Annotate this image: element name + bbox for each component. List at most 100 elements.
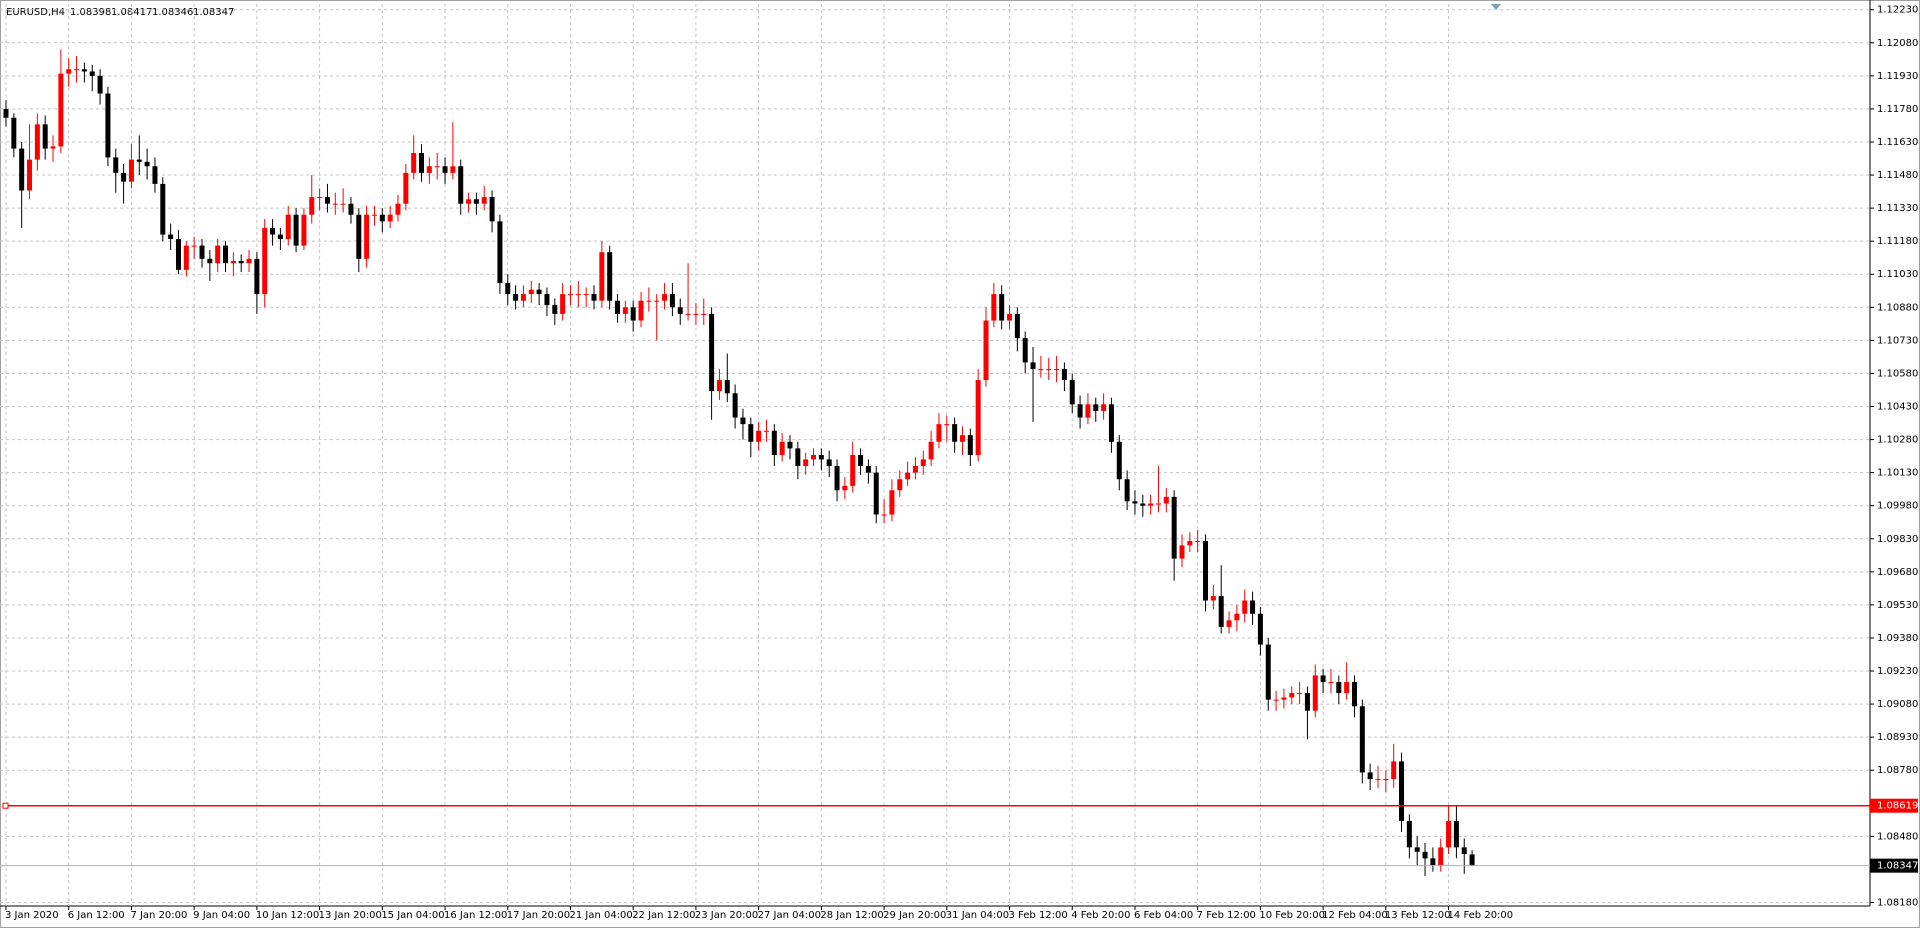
candle-body xyxy=(1297,693,1303,695)
candle-body xyxy=(654,300,660,302)
candle-body xyxy=(1140,503,1146,506)
candle-body xyxy=(1320,675,1326,683)
candle-body xyxy=(223,245,229,264)
x-tick-label: 16 Jan 12:00 xyxy=(444,910,507,921)
candle-body xyxy=(42,124,48,149)
x-tick-label: 12 Feb 04:00 xyxy=(1322,910,1388,921)
y-tick-label: 1.08180 xyxy=(1877,897,1918,908)
candle-body xyxy=(481,197,487,204)
x-tick-label: 21 Jan 04:00 xyxy=(569,910,632,921)
x-tick-label: 6 Feb 04:00 xyxy=(1134,910,1193,921)
candle-body xyxy=(693,313,699,315)
candle-body xyxy=(740,417,746,425)
candle-body xyxy=(818,455,824,460)
candle-body xyxy=(505,283,511,295)
candle-body xyxy=(1399,761,1405,821)
candle-body xyxy=(489,197,495,222)
candle-body xyxy=(277,234,283,239)
candle-body xyxy=(1030,362,1036,370)
candle-body xyxy=(826,459,832,467)
x-tick-label: 10 Jan 12:00 xyxy=(256,910,319,921)
candle-body xyxy=(1446,820,1452,848)
candle-body xyxy=(1304,693,1310,711)
candle-body xyxy=(1250,600,1256,614)
candle-body xyxy=(1383,779,1389,781)
level-handle xyxy=(2,802,9,809)
candle-body xyxy=(544,294,550,306)
candle-body xyxy=(567,294,573,296)
candle-body xyxy=(403,172,409,204)
candle-body xyxy=(434,166,440,168)
candle-body xyxy=(348,203,354,215)
candle-body xyxy=(607,252,613,301)
candle-body xyxy=(11,117,17,149)
candle-body xyxy=(756,430,762,442)
candle-body xyxy=(121,172,127,182)
candle-body xyxy=(395,203,401,215)
candle-body xyxy=(27,159,33,191)
grid xyxy=(0,4,1870,906)
candle-body xyxy=(50,146,56,149)
candle-body xyxy=(128,159,134,182)
candle-body xyxy=(952,424,958,442)
candle-body xyxy=(105,93,111,158)
y-tick-label: 1.11030 xyxy=(1877,269,1918,280)
candle-body xyxy=(1367,772,1373,780)
candle-body xyxy=(1054,369,1060,371)
candle-body xyxy=(1265,644,1271,700)
candle-body xyxy=(1328,682,1334,684)
x-tick-label: 23 Jan 20:00 xyxy=(695,910,758,921)
candle-body xyxy=(1406,820,1412,848)
candle-body xyxy=(97,75,103,94)
candle-body xyxy=(317,197,323,199)
candle-body xyxy=(716,380,722,392)
candle-body xyxy=(1061,369,1067,381)
candle-body xyxy=(230,261,236,264)
candle-body xyxy=(873,472,879,515)
candle-body xyxy=(285,214,291,239)
candle-body xyxy=(991,294,997,321)
candle-body xyxy=(19,148,25,191)
candle-body xyxy=(1101,404,1107,411)
y-tick-label: 1.09680 xyxy=(1877,567,1918,578)
header-low: 1.08346 xyxy=(152,7,193,18)
candle-body xyxy=(168,234,174,239)
candle-body xyxy=(1375,779,1381,781)
candle-body xyxy=(959,435,965,442)
candle-body xyxy=(419,153,425,173)
candle-body xyxy=(58,73,64,147)
candle-body xyxy=(669,294,675,308)
candle-body xyxy=(364,214,370,259)
x-tick-label: 22 Jan 12:00 xyxy=(632,910,695,921)
candle-body xyxy=(1344,682,1350,694)
candle-body xyxy=(160,183,166,235)
y-tick-label: 1.08480 xyxy=(1877,831,1918,842)
candle-body xyxy=(324,197,330,204)
candle-body xyxy=(1336,682,1342,694)
candle-body xyxy=(779,441,785,455)
y-tick-label: 1.11630 xyxy=(1877,137,1918,148)
axes: 1.12230 1.12080 1.11930 1.11780 1.11630 1.114… xyxy=(5,5,1918,921)
candle-body xyxy=(1242,600,1248,614)
y-tick-label: 1.11780 xyxy=(1877,104,1918,115)
candle-body xyxy=(1014,313,1020,339)
x-tick-label: 13 Jan 20:00 xyxy=(319,910,382,921)
y-tick-label: 1.09530 xyxy=(1877,600,1918,611)
candle-body xyxy=(1116,441,1122,480)
candle-body xyxy=(865,466,871,473)
candle-body xyxy=(701,313,707,315)
candle-body xyxy=(1210,596,1216,601)
candle-body xyxy=(1273,699,1279,701)
candle-body xyxy=(583,294,589,296)
candle-body xyxy=(1093,404,1099,411)
y-tick-label: 1.09980 xyxy=(1877,501,1918,512)
candle-body xyxy=(466,199,472,204)
candle-body xyxy=(1257,613,1263,645)
candle-body xyxy=(1171,496,1177,559)
candle-body xyxy=(450,166,456,173)
candle-body xyxy=(967,435,973,455)
candle-body xyxy=(191,245,197,247)
candle-body xyxy=(528,289,534,295)
candle-body xyxy=(928,441,934,460)
